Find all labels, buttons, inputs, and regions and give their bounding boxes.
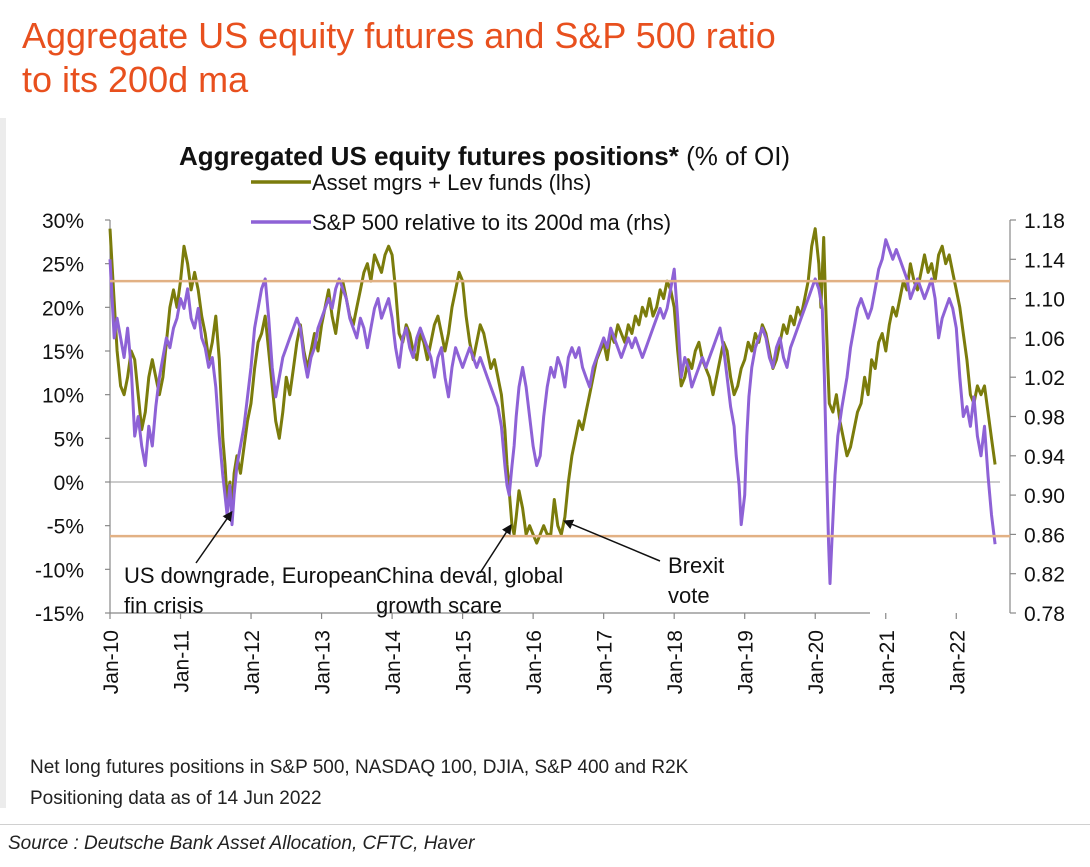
annotation-text: fin crisis xyxy=(124,593,203,618)
legend-label: S&P 500 relative to its 200d ma (rhs) xyxy=(312,210,671,235)
right-axis-tick-label: 1.06 xyxy=(1024,328,1065,351)
annotation-arrow xyxy=(563,519,661,562)
left-axis-tick-label: 15% xyxy=(42,341,84,364)
x-axis-tick-label: Jan-17 xyxy=(594,630,617,694)
x-axis-tick-label: Jan-21 xyxy=(876,630,899,694)
left-axis-tick-label: 25% xyxy=(42,254,84,277)
right-axis-tick-label: 1.10 xyxy=(1024,289,1065,312)
headline-line-2: to its 200d ma xyxy=(22,59,249,100)
chart-title-unit: (% of OI) xyxy=(686,141,790,171)
source-note: Source : Deutsche Bank Asset Allocation,… xyxy=(8,833,475,854)
left-axis-tick-label: -15% xyxy=(35,603,84,626)
chart-title-main: Aggregated US equity futures positions* xyxy=(179,141,686,171)
left-axis-tick-label: 0% xyxy=(54,472,84,495)
right-axis-tick-label: 0.90 xyxy=(1024,485,1065,508)
x-axis-tick-label: Jan-20 xyxy=(805,630,828,694)
note-line-2: Positioning data as of 14 Jun 2022 xyxy=(30,788,322,809)
annotation-text: Brexit xyxy=(668,553,724,578)
source-divider xyxy=(0,824,1090,825)
x-axis-tick-label: Jan-22 xyxy=(946,630,969,694)
x-axis-tick-label: Jan-10 xyxy=(100,630,123,694)
panel-side-bar xyxy=(0,118,6,808)
annotation-text: vote xyxy=(668,583,710,608)
left-axis-tick-label: 5% xyxy=(54,428,84,451)
right-axis-tick-label: 0.94 xyxy=(1024,446,1065,469)
left-axis-tick-label: 20% xyxy=(42,297,84,320)
chart-title: Aggregated US equity futures positions* … xyxy=(179,141,790,171)
right-axis-tick-label: 0.78 xyxy=(1024,603,1065,626)
left-axis-tick-label: -5% xyxy=(47,516,84,539)
right-axis-tick-label: 0.98 xyxy=(1024,407,1065,430)
x-axis-tick-label: Jan-15 xyxy=(453,630,476,694)
x-axis-tick-label: Jan-19 xyxy=(735,630,758,694)
right-axis-tick-label: 1.18 xyxy=(1024,210,1065,233)
x-axis-tick-label: Jan-11 xyxy=(171,630,194,693)
x-axis-tick-label: Jan-12 xyxy=(241,630,264,694)
right-axis-tick-label: 1.02 xyxy=(1024,367,1065,390)
series-line-sp500-ratio xyxy=(108,238,997,585)
left-axis-tick-label: 10% xyxy=(42,385,84,408)
x-axis-tick-label: Jan-14 xyxy=(382,630,405,695)
left-axis-tick-label: -10% xyxy=(35,559,84,582)
x-axis-tick-label: Jan-16 xyxy=(523,630,546,694)
annotation-text: growth scare xyxy=(376,593,502,618)
right-axis-tick-label: 1.14 xyxy=(1024,249,1065,272)
left-axis-tick-label: 30% xyxy=(42,210,84,233)
headline-line-1: Aggregate US equity futures and S&P 500 … xyxy=(22,15,776,56)
legend-label: Asset mgrs + Lev funds (lhs) xyxy=(312,170,591,195)
headline: Aggregate US equity futures and S&P 500 … xyxy=(22,14,1062,102)
right-axis-tick-label: 0.86 xyxy=(1024,524,1065,547)
series-line-asset-mgrs xyxy=(108,227,997,545)
annotation-text: China deval, global xyxy=(376,563,563,588)
annotation-arrow xyxy=(479,523,512,574)
annotation-text: US downgrade, European xyxy=(124,563,377,588)
note-line-1: Net long futures positions in S&P 500, N… xyxy=(30,757,689,778)
right-axis-tick-label: 0.82 xyxy=(1024,564,1065,587)
x-axis-tick-label: Jan-13 xyxy=(312,630,335,694)
annotation-arrow xyxy=(195,510,233,564)
x-axis-tick-label: Jan-18 xyxy=(664,630,687,694)
